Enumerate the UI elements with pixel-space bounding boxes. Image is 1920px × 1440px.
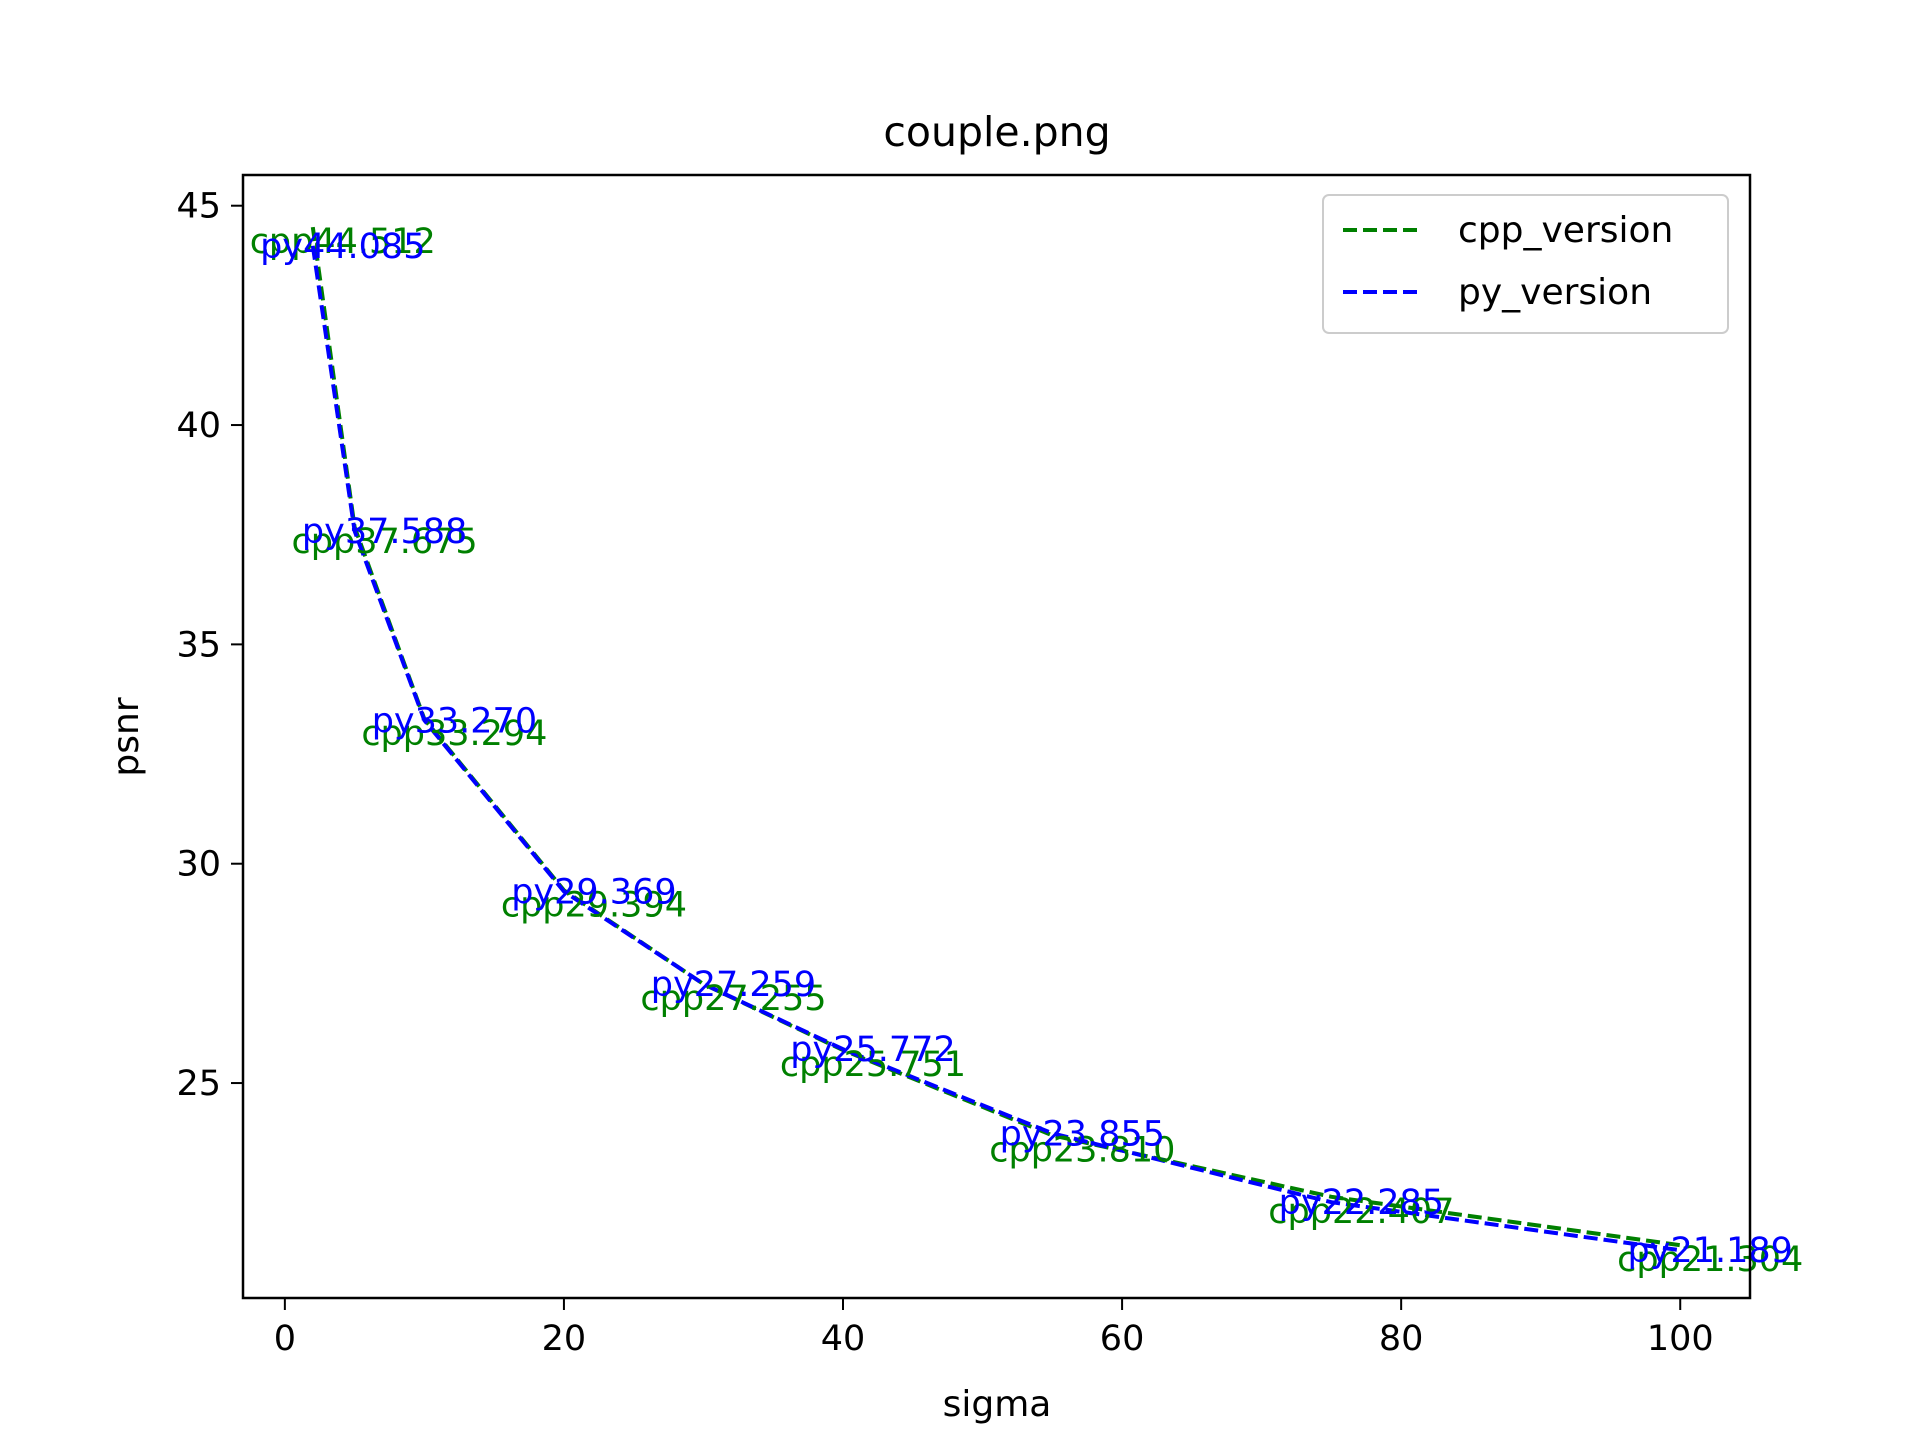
data-label-py: py44.085 <box>260 227 425 267</box>
data-label-cpp: cpp33.294 <box>361 714 547 754</box>
data-label-cpp: cpp29.394 <box>501 885 687 925</box>
y-axis-label: psnr <box>106 697 147 776</box>
plot-frame <box>241 173 1752 1300</box>
data-label-py: py27.259 <box>651 965 816 1005</box>
x-tick-label: 100 <box>1647 1319 1714 1359</box>
data-label-cpp: cpp21.304 <box>1617 1240 1803 1280</box>
legend-box <box>1322 194 1729 334</box>
data-label-cpp: cpp23.810 <box>989 1130 1175 1170</box>
y-tick-label: 30 <box>176 845 221 885</box>
data-labels: cpp44.512 cpp37.675 cpp33.294 cpp29.394 cpp2… <box>250 222 1804 1280</box>
y-tick-label: 25 <box>176 1064 221 1104</box>
data-label-cpp: cpp25.751 <box>780 1045 966 1085</box>
chart-title: couple.png <box>883 108 1110 156</box>
y-tick-label: 45 <box>176 187 221 227</box>
legend-label-py-version: py_version <box>1458 272 1652 313</box>
axes: 0 20 40 60 80 100 25 30 35 40 45 <box>176 187 1713 1359</box>
legend: cpp_version py_version <box>1322 194 1729 334</box>
data-label-cpp: cpp44.512 <box>250 222 436 262</box>
x-tick-label: 40 <box>821 1319 866 1359</box>
y-tick-label: 35 <box>176 625 221 665</box>
x-tick-label: 60 <box>1100 1319 1145 1359</box>
data-label-cpp: cpp37.675 <box>292 522 478 562</box>
data-label-py: py25.772 <box>790 1030 955 1070</box>
x-tick-label: 80 <box>1379 1319 1424 1359</box>
data-label-py: py33.270 <box>372 701 537 741</box>
x-tick-label: 0 <box>274 1319 296 1359</box>
data-label-py: py22.285 <box>1279 1183 1444 1223</box>
x-tick-label: 20 <box>542 1319 587 1359</box>
data-label-py: py37.588 <box>302 512 467 552</box>
data-label-py: py23.855 <box>1000 1114 1165 1154</box>
series-lines <box>310 226 1681 1253</box>
y-tick-label: 40 <box>176 406 221 446</box>
data-label-cpp: cpp27.255 <box>640 979 826 1019</box>
data-label-py: py29.369 <box>511 872 676 912</box>
series-line-py-version <box>310 245 1681 1253</box>
legend-label-cpp-version: cpp_version <box>1458 210 1673 251</box>
data-label-cpp: cpp22.407 <box>1268 1192 1454 1232</box>
data-label-py: py21.189 <box>1628 1231 1793 1271</box>
x-axis-label: sigma <box>943 1384 1052 1425</box>
